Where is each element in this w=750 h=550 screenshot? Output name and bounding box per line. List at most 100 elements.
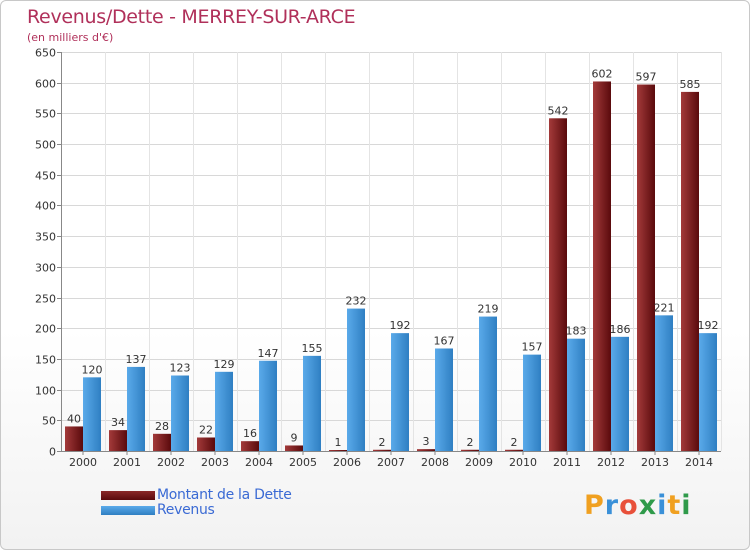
x-tick-label: 2006 xyxy=(333,456,361,469)
bar-dette xyxy=(417,449,435,451)
legend-item-dette: Montant de la Dette xyxy=(101,487,292,503)
value-label-dette: 34 xyxy=(111,416,125,429)
y-tick-label: 400 xyxy=(35,200,56,213)
y-tick-label: 150 xyxy=(35,354,56,367)
bar-dette xyxy=(505,449,523,451)
x-tick-label: 2004 xyxy=(245,456,273,469)
x-tick-label: 2001 xyxy=(113,456,141,469)
value-label-dette: 9 xyxy=(291,431,298,444)
x-tick-label: 2008 xyxy=(421,456,449,469)
x-tick-label: 2005 xyxy=(289,456,317,469)
value-label-dette: 40 xyxy=(67,412,81,425)
value-label-dette: 16 xyxy=(243,427,257,440)
bar-revenus xyxy=(347,308,365,451)
value-label-dette: 2 xyxy=(467,436,474,449)
bars xyxy=(65,81,717,452)
axes: 0 50 100 150 200 250 300 350 400 450 500 550 600 650 2… xyxy=(35,47,721,469)
y-tick-label: 350 xyxy=(35,231,56,244)
value-label-revenus: 192 xyxy=(390,319,411,332)
y-tick-label: 300 xyxy=(35,262,56,275)
bar-revenus xyxy=(523,354,541,451)
bar-revenus xyxy=(567,338,585,451)
logo-letter: P xyxy=(584,490,605,521)
logo-letter: t xyxy=(667,490,682,521)
x-tick-label: 2013 xyxy=(641,456,669,469)
y-tick-label: 250 xyxy=(35,293,56,306)
y-tick-label: 450 xyxy=(35,170,56,183)
x-tick-label: 2002 xyxy=(157,456,185,469)
value-label-dette: 597 xyxy=(636,71,657,84)
bar-dette xyxy=(549,118,567,452)
value-label-revenus: 221 xyxy=(654,301,675,314)
value-label-revenus: 137 xyxy=(126,353,147,366)
bar-revenus xyxy=(699,333,717,451)
value-label-revenus: 167 xyxy=(434,334,455,347)
bar-dette xyxy=(65,426,83,451)
y-tick-label: 650 xyxy=(35,47,56,60)
value-label-revenus: 155 xyxy=(302,342,323,355)
value-label-dette: 2 xyxy=(379,436,386,449)
bar-dette xyxy=(197,437,215,451)
bar-dette xyxy=(329,450,347,451)
value-label-dette: 585 xyxy=(680,78,701,91)
legend-swatch-dette xyxy=(101,490,155,500)
bar-dette xyxy=(153,433,171,451)
value-label-dette: 28 xyxy=(155,420,169,433)
value-label-dette: 22 xyxy=(199,423,213,436)
legend-label-revenus: Revenus xyxy=(157,502,215,518)
value-label-revenus: 120 xyxy=(82,363,103,376)
x-tick-label: 2011 xyxy=(553,456,581,469)
legend-item-revenus: Revenus xyxy=(101,502,215,518)
legend-swatch-revenus xyxy=(101,505,155,515)
value-labels: 4012034137281232212916147915512322192316… xyxy=(67,67,719,449)
value-label-revenus: 129 xyxy=(214,358,235,371)
bar-revenus xyxy=(83,377,101,451)
bar-revenus xyxy=(127,366,145,451)
value-label-revenus: 232 xyxy=(346,295,367,308)
value-label-revenus: 183 xyxy=(566,325,587,338)
x-tick-label: 2009 xyxy=(465,456,493,469)
x-tick-label: 2014 xyxy=(685,456,713,469)
legend-label-dette: Montant de la Dette xyxy=(157,487,292,503)
logo-letter: i xyxy=(657,490,668,521)
bar-revenus xyxy=(171,375,189,451)
bar-revenus xyxy=(655,315,673,451)
y-tick-label: 600 xyxy=(35,78,56,91)
x-tick-label: 2007 xyxy=(377,456,405,469)
x-tick-label: 2003 xyxy=(201,456,229,469)
value-label-revenus: 157 xyxy=(522,341,543,354)
x-tick-label: 2010 xyxy=(509,456,537,469)
y-tick-label: 0 xyxy=(49,446,56,459)
bar-revenus xyxy=(259,360,277,451)
bar-revenus xyxy=(611,336,629,451)
bar-revenus xyxy=(391,333,409,451)
bar-dette xyxy=(373,449,391,451)
value-label-dette: 542 xyxy=(548,104,569,117)
bar-dette xyxy=(461,449,479,451)
value-label-revenus: 186 xyxy=(610,323,631,336)
value-label-revenus: 147 xyxy=(258,347,279,360)
bar-revenus xyxy=(435,348,453,451)
chart-subtitle: (en milliers d'€) xyxy=(27,31,114,44)
bar-dette xyxy=(593,81,611,452)
bar-dette xyxy=(637,84,655,451)
y-tick-label: 550 xyxy=(35,108,56,121)
value-label-revenus: 219 xyxy=(478,303,499,316)
y-tick-label: 500 xyxy=(35,139,56,152)
proxiti-logo: Proxiti xyxy=(584,490,692,521)
bar-dette xyxy=(285,445,303,451)
chart-title: Revenus/Dette - MERREY-SUR-ARCE xyxy=(27,6,356,28)
value-label-revenus: 123 xyxy=(170,361,191,374)
value-label-dette: 3 xyxy=(423,435,430,448)
bar-revenus xyxy=(479,316,497,451)
logo-letter: x xyxy=(638,490,658,521)
x-tick-label: 2012 xyxy=(597,456,625,469)
value-label-dette: 2 xyxy=(511,436,518,449)
bar-dette xyxy=(681,91,699,452)
logo-letter: i xyxy=(681,490,692,521)
y-tick-label: 50 xyxy=(42,415,56,428)
bar-dette xyxy=(109,430,127,451)
y-tick-label: 200 xyxy=(35,323,56,336)
